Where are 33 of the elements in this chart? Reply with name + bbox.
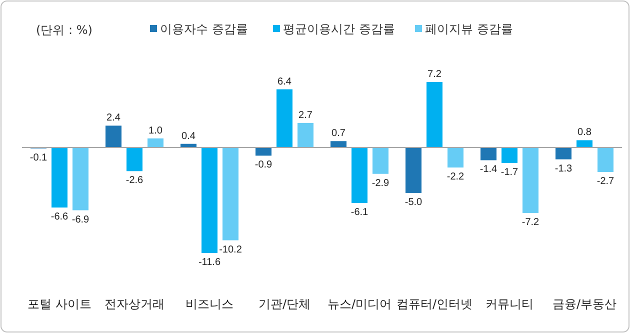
data-label: 0.7: [332, 128, 346, 140]
x-tick-label: 금융/부동산: [552, 297, 617, 311]
data-label: 0.8: [578, 127, 592, 138]
data-label: -10.2: [219, 244, 242, 256]
data-label: 7.2: [428, 69, 442, 80]
x-tick-label: 뉴스/미디어: [327, 297, 392, 311]
data-label: -6.1: [350, 206, 369, 218]
data-label: -1.7: [500, 166, 519, 178]
data-label: 0.4: [182, 130, 196, 142]
text: (단위 : %): [36, 23, 92, 37]
x-tick-label: 기관/단체: [258, 297, 311, 311]
data-label: 1.0: [148, 125, 163, 136]
x-tick-label: 비즈니스: [186, 297, 234, 311]
data-label: 6.4: [278, 76, 292, 88]
data-label: -2.9: [372, 178, 390, 189]
data-label: -1.3: [554, 163, 573, 174]
data-label: -0.9: [254, 160, 273, 171]
data-label: -2.2: [446, 172, 465, 182]
data-label: -6.6: [50, 212, 69, 223]
x-tick-label: 커뮤니티: [486, 297, 534, 311]
data-label: -1.4: [480, 164, 498, 176]
x-tick-label: 전자상거래: [104, 297, 164, 311]
data-label: 2.4: [106, 112, 121, 124]
data-label: -6.9: [72, 214, 90, 226]
data-label: -0.1: [30, 152, 48, 164]
x-tick-label: 포털 사이트: [28, 297, 92, 311]
data-label: -2.6: [126, 175, 144, 186]
data-label: -7.2: [522, 216, 540, 228]
data-label: 2.7: [298, 110, 313, 121]
x-tick-label: 컴퓨터/인터넷: [396, 297, 473, 311]
data-label: -11.6: [198, 257, 221, 268]
data-label: -2.7: [596, 176, 615, 188]
data-label: -5.0: [404, 196, 423, 208]
